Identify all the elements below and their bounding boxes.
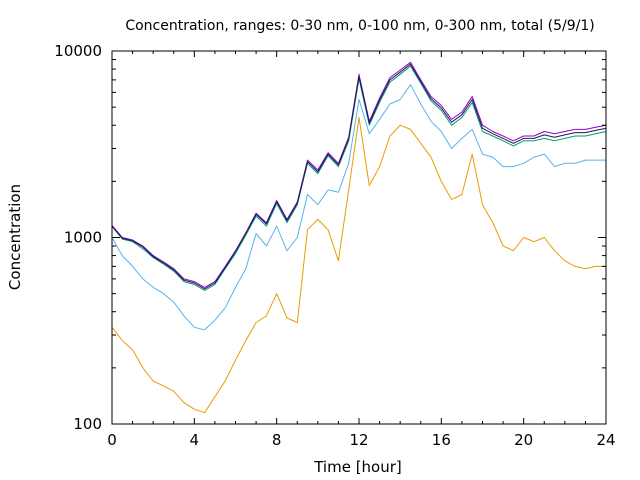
y-tick-label: 1000 bbox=[64, 229, 102, 247]
x-tick-label: 12 bbox=[349, 431, 368, 449]
series-line-2 bbox=[111, 84, 606, 331]
y-tick-label: 100 bbox=[73, 415, 102, 433]
x-tick-label: 4 bbox=[190, 431, 200, 449]
x-tick-label: 16 bbox=[432, 431, 451, 449]
x-tick-label: 24 bbox=[596, 431, 615, 449]
series-layer bbox=[111, 61, 607, 414]
y-tick-label: 10000 bbox=[54, 42, 102, 60]
series-line-1 bbox=[111, 117, 606, 414]
series-line-5 bbox=[111, 63, 607, 290]
x-tick-label: 8 bbox=[272, 431, 282, 449]
ticks-layer: 0 4 8 12 16 20 24 100 1000 10000 bbox=[54, 42, 615, 449]
y-axis-label: Concentration bbox=[6, 184, 24, 290]
x-tick-label: 20 bbox=[514, 431, 533, 449]
x-tick-label: 0 bbox=[107, 431, 117, 449]
series-line-4 bbox=[111, 61, 607, 288]
plot-frame bbox=[111, 50, 607, 425]
chart-title: Concentration, ranges: 0-30 nm, 0-100 nm… bbox=[125, 18, 594, 34]
x-axis-label: Time [hour] bbox=[313, 458, 402, 476]
